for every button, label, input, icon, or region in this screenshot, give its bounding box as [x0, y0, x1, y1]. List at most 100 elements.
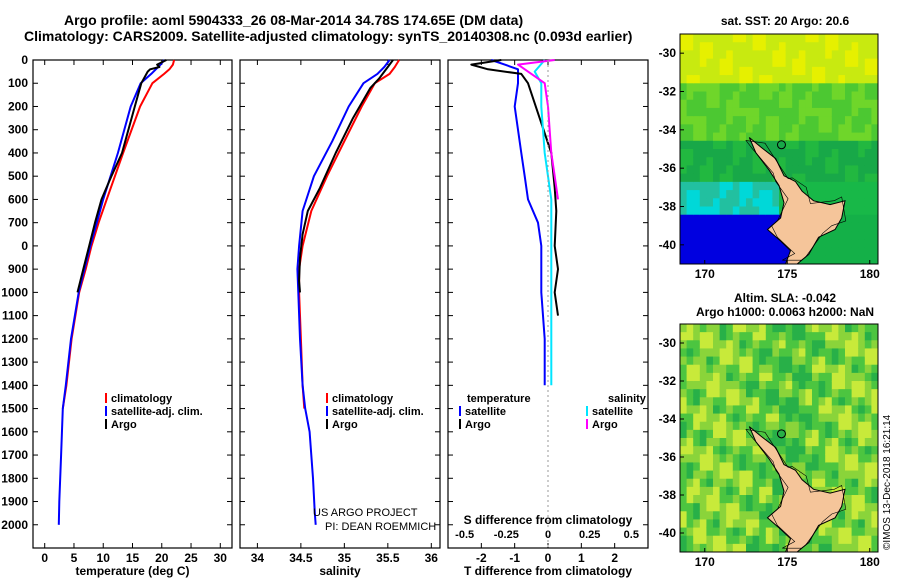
xtick-label-difference: 0: [545, 551, 552, 565]
map-field-sst-map: [680, 34, 879, 265]
legend-diff-sal-label: satellite: [592, 406, 633, 418]
legend-salinity-label: climatology: [332, 393, 394, 405]
legend-diff-temp-swatch: [459, 419, 461, 429]
series-salinity-argo: [298, 59, 394, 293]
xlabel-difference: T difference from climatology: [464, 564, 632, 578]
ytick-label: 1500: [1, 402, 28, 416]
map-ytick-label: -36: [659, 161, 677, 175]
xtick-label-salinity: 34: [251, 551, 265, 565]
xtick-label-temperature: 25: [184, 551, 198, 565]
top-xtick-label: 0.5: [624, 529, 639, 541]
xlabel-temperature: temperature (deg C): [75, 564, 189, 578]
map-ytick-label: -40: [659, 238, 677, 252]
ytick-label: 1400: [1, 378, 28, 392]
legend-diff-sal-swatch: [586, 406, 588, 416]
xtick-label-temperature: 20: [155, 551, 169, 565]
map-xtick-label: 170: [695, 555, 715, 569]
ytick-label: 0: [21, 53, 28, 67]
ytick-label: 700: [8, 216, 28, 230]
legend-temperature-label: satellite-adj. clim.: [111, 406, 203, 418]
map-ytick-label: -40: [659, 526, 677, 540]
ytick-label: 1200: [1, 332, 28, 346]
legend-diff-sal-title: salinity: [608, 393, 647, 405]
map-ytick-label: -38: [659, 488, 677, 502]
xtick-label-difference: -1: [509, 551, 520, 565]
axes-frame-difference: [447, 59, 649, 549]
series-salinity-climatology: [298, 59, 400, 409]
map-field-sla-map: [680, 324, 879, 553]
xtick-label-salinity: 35: [338, 551, 352, 565]
ytick-label: 900: [8, 262, 28, 276]
xtick-label-salinity: 36: [425, 551, 439, 565]
xtick-label-difference: 1: [578, 551, 585, 565]
legend-salinity-swatch: [326, 419, 328, 429]
ytick-label: 1700: [1, 448, 28, 462]
map-xtick-label: 175: [777, 267, 797, 281]
ytick-label: 2000: [1, 518, 28, 532]
ytick-label: 100: [8, 76, 28, 90]
series-difference-t-satellite: [490, 59, 546, 386]
legend-temperature-swatch: [105, 419, 107, 429]
map-ytick-label: -32: [659, 374, 677, 388]
ytick-label: 1800: [1, 471, 28, 485]
axes-frame-salinity: [239, 59, 441, 549]
legend-diff-temp-label: Argo: [465, 419, 491, 431]
xtick-label-difference: -2: [476, 551, 487, 565]
copyright-stamp: ©IMOS 13-Dec-2018 16:21:14: [882, 414, 893, 550]
ytick-label: 1300: [1, 355, 28, 369]
map-ytick-label: -38: [659, 200, 677, 214]
ytick-label: 300: [8, 123, 28, 137]
ytick-label: 200: [8, 99, 28, 113]
legend-diff-sal-label: Argo: [592, 419, 618, 431]
map-ytick-label: -34: [659, 412, 677, 426]
map-xtick-label: 180: [860, 555, 880, 569]
map-xtick-label: 170: [695, 267, 715, 281]
xtick-label-salinity: 35.5: [376, 551, 400, 565]
argo-float-marker-sst-map: [776, 140, 786, 150]
legend-salinity-label: Argo: [332, 419, 358, 431]
legend-diff-sal-swatch: [586, 419, 588, 429]
ytick-label: 600: [8, 192, 28, 206]
ytick-label: 0: [21, 239, 28, 253]
series-temperature-satellite-adj-clim-: [57, 59, 165, 525]
legend-temperature-label: Argo: [111, 419, 137, 431]
xtick-label-temperature: 15: [126, 551, 140, 565]
series-salinity-satellite-adj-clim-: [296, 59, 391, 525]
series-temperature-argo: [76, 59, 167, 293]
series-difference-t-argo: [470, 59, 559, 316]
map-title-sla-1: Altim. SLA: -0.042: [734, 291, 836, 305]
legend-salinity-swatch: [326, 406, 328, 416]
ytick-label: 500: [8, 169, 28, 183]
legend-diff-temp-title: temperature: [467, 393, 531, 405]
map-ytick-label: -30: [659, 336, 677, 350]
map-ytick-label: -30: [659, 46, 677, 60]
top-xtick-label: -0.25: [494, 529, 519, 541]
legend-diff-temp-label: satellite: [465, 406, 506, 418]
legend-temperature-swatch: [105, 406, 107, 416]
ytick-label: 1000: [1, 285, 28, 299]
ytick-label: 1600: [1, 425, 28, 439]
argo-float-marker-sla-map: [776, 429, 786, 439]
ytick-label: 1900: [1, 495, 28, 509]
map-title-sst: sat. SST: 20 Argo: 20.6: [721, 14, 850, 28]
series-difference-s-argo: [517, 59, 559, 200]
ytick-label: 400: [8, 146, 28, 160]
top-xtick-label: 0.25: [579, 529, 600, 541]
depth-contour-sst-map: [745, 139, 847, 261]
xlabel-salinity: salinity: [319, 564, 361, 578]
series-temperature-climatology: [61, 59, 176, 409]
axes-frame-temperature: [32, 59, 233, 549]
xtick-label-temperature: 30: [214, 551, 228, 565]
legend-salinity-swatch: [326, 393, 328, 403]
map-frame-sla-map: [679, 323, 879, 553]
map-ytick-label: -32: [659, 85, 677, 99]
title-line-1: Argo profile: aoml 5904333_26 08-Mar-201…: [64, 12, 524, 28]
top-xtick-label: -0.5: [455, 529, 474, 541]
legend-salinity-label: satellite-adj. clim.: [332, 406, 424, 418]
map-title-sla-2: Argo h1000: 0.0063 h2000: NaN: [696, 305, 874, 319]
xtick-label-temperature: 10: [97, 551, 111, 565]
map-frame-sst-map: [679, 33, 879, 265]
annotation-line-2: PI: DEAN ROEMMICH: [325, 521, 436, 533]
map-ytick-label: -36: [659, 450, 677, 464]
